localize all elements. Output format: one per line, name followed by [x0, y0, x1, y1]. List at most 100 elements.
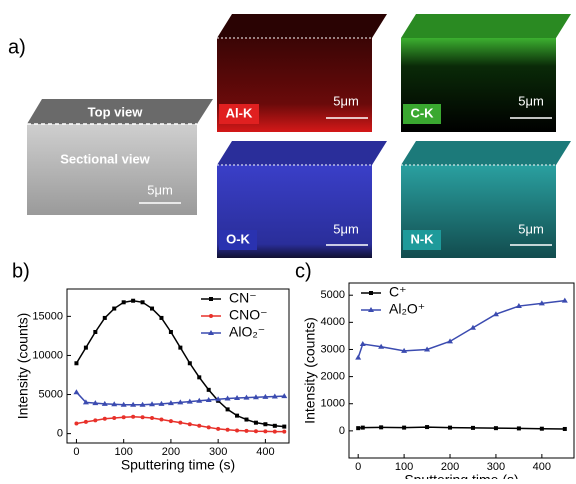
marker: [263, 422, 268, 427]
marker: [244, 428, 249, 433]
marker: [215, 396, 222, 402]
marker: [209, 297, 213, 301]
marker: [243, 394, 250, 400]
marker: [187, 422, 192, 427]
marker: [74, 421, 79, 426]
marker: [360, 425, 365, 430]
marker: [263, 429, 268, 434]
marker: [470, 425, 475, 430]
map-label: Al-K: [226, 105, 253, 120]
marker: [235, 413, 240, 418]
marker: [150, 415, 155, 420]
map-o: O-K 5μm: [217, 141, 387, 258]
marker: [131, 414, 136, 419]
marker: [158, 400, 165, 406]
y-tick-label: 15000: [32, 310, 63, 322]
marker: [378, 343, 385, 349]
plot-frame: [66, 288, 290, 444]
marker: [208, 330, 214, 335]
marker: [159, 417, 164, 422]
marker: [253, 420, 258, 425]
legend-label: Al₂O⁺: [389, 301, 425, 317]
marker: [562, 426, 567, 431]
series-line: [358, 426, 565, 430]
marker: [83, 419, 88, 424]
y-tick-label: 5000: [39, 388, 63, 400]
marker: [369, 291, 373, 295]
marker: [130, 401, 137, 407]
x-tick-label: 0: [73, 446, 79, 458]
marker: [401, 347, 408, 353]
panel-label: b): [12, 260, 30, 282]
legend-label: CN⁻: [229, 290, 257, 306]
marker: [168, 419, 173, 424]
y-tick-label: 4000: [321, 316, 345, 328]
x-tick-label: 100: [395, 461, 413, 473]
marker: [516, 426, 521, 431]
marker: [402, 425, 407, 430]
panel-label: a): [8, 36, 26, 58]
marker: [93, 418, 98, 423]
marker: [159, 315, 164, 320]
x-tick-label: 400: [533, 461, 551, 473]
marker: [469, 324, 476, 330]
marker: [206, 387, 211, 392]
y-tick-label: 1000: [321, 398, 345, 410]
map-n: N-K 5μm: [401, 141, 571, 258]
marker: [140, 415, 145, 420]
marker: [356, 426, 361, 431]
marker: [112, 306, 117, 311]
marker: [492, 311, 499, 317]
scale-bar-label: 5μm: [147, 182, 173, 197]
x-axis-title: Sputtering time (s): [121, 457, 235, 473]
marker: [262, 393, 269, 399]
y-axis-title: Intensity (counts): [302, 317, 318, 424]
top-view-label: Top view: [88, 104, 144, 119]
map-label: N-K: [410, 231, 434, 246]
marker: [93, 329, 98, 334]
marker: [197, 375, 202, 380]
marker: [359, 341, 366, 347]
marker: [140, 300, 145, 305]
scale-bar-label: 5μm: [333, 93, 359, 108]
x-tick-label: 100: [115, 446, 133, 458]
marker: [121, 300, 126, 305]
marker: [167, 400, 174, 406]
map-label: C-K: [410, 105, 434, 120]
y-tick-label: 0: [339, 425, 345, 437]
y-axis-title: Intensity (counts): [15, 313, 31, 420]
marker: [209, 314, 213, 318]
marker: [282, 429, 287, 434]
marker: [538, 300, 545, 306]
marker: [206, 425, 211, 430]
marker: [561, 297, 568, 303]
x-tick-label: 400: [256, 446, 274, 458]
marker: [120, 401, 127, 407]
legend-label: AlO₂⁻: [229, 324, 265, 340]
scale-bar-label: 5μm: [333, 221, 359, 236]
map-label: O-K: [226, 231, 250, 246]
marker: [102, 315, 107, 320]
marker: [539, 426, 544, 431]
marker: [355, 354, 362, 360]
marker: [515, 303, 522, 309]
marker: [368, 307, 374, 312]
marker: [272, 423, 277, 428]
x-tick-label: 300: [487, 461, 505, 473]
x-axis-title: Sputtering time (s): [404, 472, 518, 479]
y-tick-label: 2000: [321, 371, 345, 383]
marker: [150, 306, 155, 311]
x-tick-label: 0: [355, 461, 361, 473]
legend-label: CNO⁻: [229, 307, 268, 323]
marker: [197, 423, 202, 428]
marker: [121, 415, 126, 420]
marker: [252, 394, 259, 400]
marker: [379, 425, 384, 430]
marker: [112, 415, 117, 420]
map-c: C-K 5μm: [401, 14, 571, 132]
marker: [178, 420, 183, 425]
marker: [234, 395, 241, 401]
y-tick-label: 10000: [32, 349, 63, 361]
marker: [101, 400, 108, 406]
